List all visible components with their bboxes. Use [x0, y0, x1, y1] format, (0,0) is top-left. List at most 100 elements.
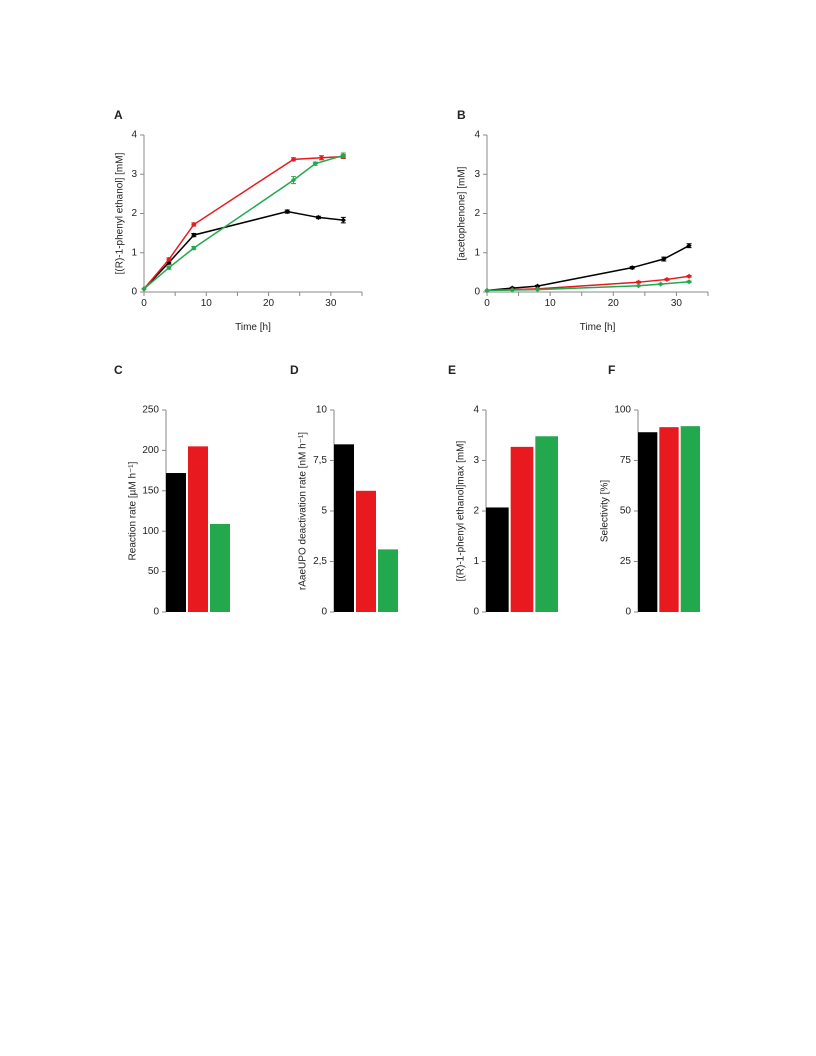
chart-panel-f: F 0 25 50 75 100 Selectivity [%]	[600, 363, 700, 618]
y-tick-label-a-2: 2	[131, 208, 137, 219]
data-point-b-0-4	[661, 256, 667, 262]
x-tick-label-b-3: 30	[671, 298, 683, 309]
y-tick-label-f-4: 100	[614, 405, 631, 416]
panel-label-f: F	[608, 363, 615, 377]
bar-f-1	[659, 427, 679, 612]
y-tick-label-d-2: 5	[321, 506, 327, 517]
panel-label-c: C	[114, 363, 123, 377]
y-tick-label-c-0: 0	[153, 607, 159, 618]
panel-label-b: B	[457, 108, 466, 122]
y-tick-label-a-4: 4	[131, 130, 137, 141]
chart-panel-d: D 0 2,5 5 7,5 10 rAaeUPO deactivation rate [nM…	[290, 363, 398, 618]
chart-panel-b: B 0 1 2 3 4 [acetophenone] [mM] 0 10 20 30 Time [h]	[457, 108, 709, 333]
y-tick-label-f-1: 25	[620, 556, 632, 567]
y-tick-label-c-2: 100	[142, 526, 159, 537]
data-point-a-0-2	[191, 232, 197, 238]
data-point-b-1-3	[635, 279, 642, 285]
y-axis-title-b: [acetophenone] [mM]	[457, 166, 468, 260]
data-point-b-0-2	[534, 283, 541, 289]
data-point-a-2-3	[290, 177, 297, 183]
data-point-a-2-4	[312, 161, 318, 167]
bar-e-1	[510, 446, 534, 612]
data-point-b-2-3	[635, 283, 642, 289]
y-tick-label-b-0: 0	[474, 287, 480, 298]
y-tick-label-a-1: 1	[131, 247, 137, 258]
y-tick-label-f-2: 50	[620, 506, 632, 517]
y-tick-label-d-4: 10	[316, 405, 328, 416]
y-axis-title-e: [(R)-1-phenyl ethanol]max [mM]	[456, 440, 467, 581]
x-tick-label-a-0: 0	[141, 298, 147, 309]
series-line-a-1	[143, 155, 344, 290]
data-point-a-2-0	[141, 286, 147, 292]
y-tick-label-d-3: 7,5	[313, 455, 327, 466]
y-tick-label-e-0: 0	[473, 607, 479, 618]
series-line-b-2	[486, 281, 690, 292]
x-tick-label-a-2: 20	[263, 298, 275, 309]
data-point-b-2-2	[534, 287, 541, 293]
bar-f-2	[680, 426, 700, 612]
bar-c-1	[188, 446, 208, 612]
x-tick-label-b-1: 10	[545, 298, 557, 309]
panel-label-a: A	[114, 108, 123, 122]
y-axis-title-a: [(R)-1-phenyl ethanol] [mM]	[115, 152, 126, 274]
y-tick-label-b-1: 1	[474, 247, 480, 258]
bar-c-2	[210, 523, 230, 612]
panel-label-d: D	[290, 363, 299, 377]
data-point-a-0-5	[340, 217, 346, 223]
data-point-a-1-3	[290, 156, 297, 162]
data-point-b-2-5	[686, 279, 692, 285]
y-tick-label-e-4: 4	[473, 405, 479, 416]
x-tick-label-b-2: 20	[608, 298, 620, 309]
y-tick-label-d-1: 2,5	[313, 556, 327, 567]
y-tick-label-a-0: 0	[131, 287, 137, 298]
y-axis-title-c: Reaction rate [µM h⁻¹]	[128, 461, 139, 560]
bar-d-2	[378, 549, 398, 612]
y-tick-label-b-2: 2	[474, 208, 480, 219]
y-tick-label-e-2: 2	[473, 506, 479, 517]
y-tick-label-d-0: 0	[321, 607, 327, 618]
series-line-b-0	[486, 245, 690, 292]
y-tick-label-e-3: 3	[473, 455, 479, 466]
bar-d-1	[356, 490, 376, 612]
y-axis-title-f: Selectivity [%]	[600, 480, 611, 542]
y-tick-label-c-1: 50	[148, 566, 160, 577]
data-point-b-1-4	[664, 276, 670, 283]
bar-c-0	[166, 473, 186, 612]
series-line-a-0	[143, 210, 344, 290]
series-line-a-2	[143, 154, 344, 290]
data-point-b-0-3	[629, 265, 635, 271]
x-axis-title-a: Time [h]	[235, 322, 271, 333]
chart-panel-e: E 0 1 2 3 4 [(R)-1-phenyl ethanol]max [mM]	[448, 363, 558, 618]
data-point-b-2-1	[509, 287, 515, 293]
data-point-a-0-4	[315, 214, 321, 221]
data-point-b-1-5	[686, 273, 692, 279]
bar-e-0	[486, 507, 509, 612]
chart-panel-c: C 0 50 100 150 200 250 Reaction rate [µM h⁻¹]	[114, 363, 230, 618]
panel-label-e: E	[448, 363, 456, 377]
data-point-a-1-1	[166, 256, 172, 263]
chart-panel-a: A 0 1 2 3 4 [(R)-1-phenyl ethanol] [mM] 0 10 20 30…	[114, 108, 363, 333]
data-point-b-2-4	[658, 281, 664, 287]
y-tick-label-c-5: 250	[142, 405, 159, 416]
y-tick-label-f-0: 0	[625, 607, 631, 618]
y-tick-label-c-4: 200	[142, 445, 159, 456]
data-point-b-2-0	[484, 287, 490, 294]
bar-e-2	[535, 436, 558, 612]
y-tick-label-c-3: 150	[142, 485, 159, 496]
data-point-a-1-2	[191, 221, 197, 228]
data-point-a-0-3	[284, 208, 290, 215]
y-tick-label-f-3: 75	[620, 455, 632, 466]
bar-d-0	[334, 444, 354, 612]
x-tick-label-a-1: 10	[201, 298, 213, 309]
y-tick-label-e-1: 1	[473, 556, 479, 567]
data-point-a-2-1	[166, 265, 172, 271]
y-tick-label-a-3: 3	[131, 169, 137, 180]
x-tick-label-b-0: 0	[484, 298, 490, 309]
bar-f-0	[638, 432, 658, 612]
x-axis-title-b: Time [h]	[580, 322, 616, 333]
data-point-b-0-5	[686, 243, 692, 249]
y-tick-label-b-4: 4	[474, 130, 480, 141]
x-tick-label-a-3: 30	[325, 298, 337, 309]
y-axis-title-d: rAaeUPO deactivation rate [nM h⁻¹]	[298, 432, 309, 590]
